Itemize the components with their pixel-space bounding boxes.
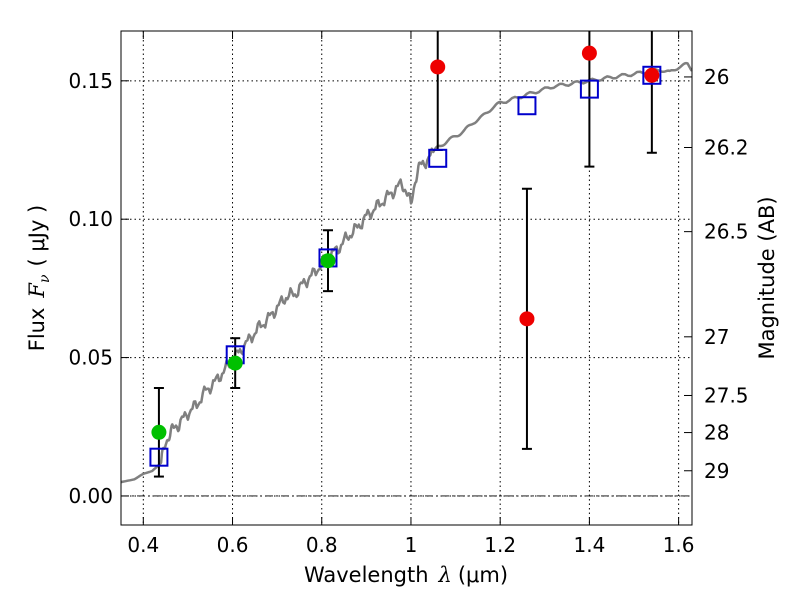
optical-point-0 (151, 424, 167, 440)
y2-tick-label-5: 28 (704, 421, 729, 445)
x-tick-label-6: 1.6 (663, 533, 695, 557)
nir-point-3 (644, 67, 660, 83)
y2-tick-label-6: 29 (704, 459, 729, 483)
data-markers (149, 45, 662, 467)
y2-tick-label-0: 26 (704, 65, 729, 89)
x-tick-label-0: 0.4 (127, 533, 159, 557)
optical-point-2 (320, 253, 336, 269)
y-tick-label-1: 0.05 (68, 346, 113, 370)
optical-point-1 (227, 355, 243, 371)
y2-axis-label: Magnitude (AB) (755, 196, 779, 359)
nir-point-1 (519, 311, 535, 327)
model-point-3 (428, 148, 448, 168)
x-axis-label: Wavelength λ (μm) (304, 563, 508, 587)
y-axis-label: FluxFν( μJy ) (25, 205, 53, 351)
x-tick-label-4: 1.2 (484, 533, 516, 557)
y-tick-label-3: 0.15 (68, 69, 113, 93)
nir-point-2 (581, 45, 597, 61)
y2-tick-label-1: 26.2 (704, 136, 749, 160)
x-tick-label-5: 1.4 (573, 533, 605, 557)
y-tick-label-0: 0.00 (68, 484, 113, 508)
spectrum-line (120, 61, 693, 484)
axis-ticks: 0.4 0.6 0.8 1 1.2 1.4 1.6 0.00 0.05 0.10 0.15 26 26.… (68, 31, 749, 557)
model-point-6 (642, 65, 662, 85)
y2-tick-label-4: 27.5 (704, 383, 749, 407)
y2-tick-label-3: 27 (704, 325, 729, 349)
x-tick-label-3: 1 (405, 533, 418, 557)
template-spectrum (120, 61, 693, 484)
model-point-4 (517, 96, 537, 116)
plot-frame (120, 30, 693, 526)
model-point-0 (149, 447, 169, 467)
x-tick-label-1: 0.6 (217, 533, 249, 557)
y-tick-label-2: 0.10 (68, 207, 113, 231)
nir-point-0 (430, 59, 446, 75)
model-point-5 (579, 79, 599, 99)
y2-tick-label-2: 26.5 (704, 220, 749, 244)
x-tick-label-2: 0.8 (306, 533, 338, 557)
